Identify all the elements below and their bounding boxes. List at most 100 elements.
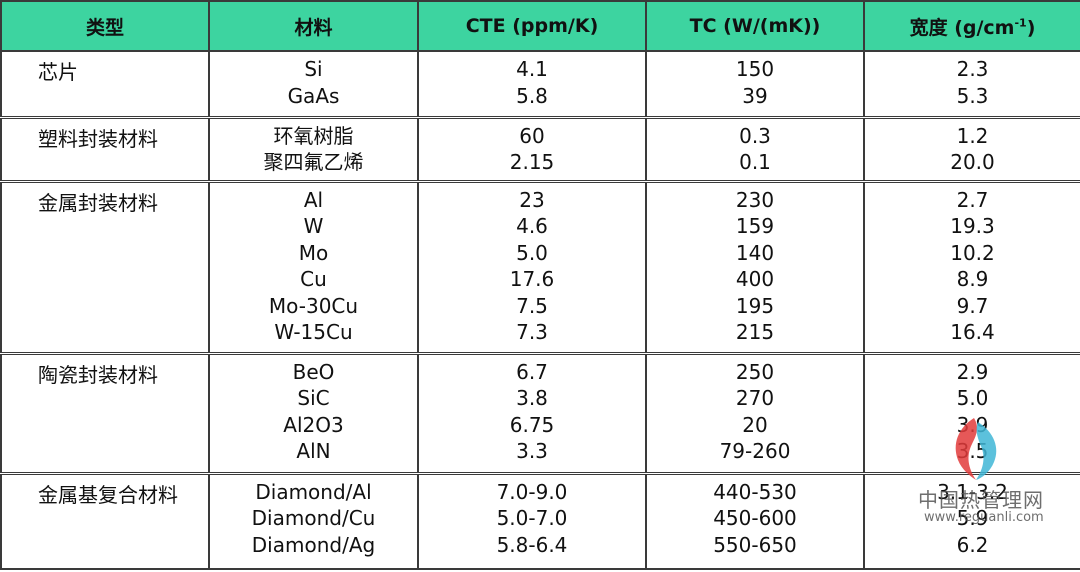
watermark-url: www.reguanli.com (924, 510, 1044, 525)
table-row: 金属封装材料 Al W Mo Cu Mo-30Cu W-15Cu 23 4.6 5.0 17.6 7.… (0, 181, 1080, 355)
materials-value: GaAs (287, 83, 340, 108)
cell-tc: 0.3 0.1 (645, 117, 865, 183)
cte-value: 17.6 (509, 267, 555, 292)
materials-value: Si (304, 57, 323, 81)
tc-value: 550-650 (713, 532, 797, 557)
cell-density: 1.2 20.0 (863, 117, 1080, 183)
cte-value: 3.3 (516, 439, 548, 464)
cell-type: 金属基复合材料 (0, 473, 210, 570)
table-row: 塑料封装材料 环氧树脂 聚四氟乙烯 60 2.15 0.3 0.1 1.2 20.0 (0, 117, 1080, 183)
cte-value: 5.0 (516, 240, 548, 265)
watermark: 中国热管理网 www.reguanli.com (918, 412, 1068, 532)
header-density-close: ) (1026, 16, 1036, 39)
cell-tc: 440-530 450-600 550-650 (645, 473, 865, 570)
header-tc: TC (W/(mK)) (645, 0, 865, 52)
materials-value: SiC (297, 386, 330, 411)
cell-materials: Al W Mo Cu Mo-30Cu W-15Cu (208, 181, 419, 355)
cell-density: 2.95.03.93.5 (863, 353, 1080, 475)
materials-value: Cu (300, 267, 327, 292)
cell-tc: 150 39 (645, 51, 865, 119)
cte-value: 5.8-6.4 (496, 532, 568, 557)
cell-materials: Si GaAs (208, 51, 419, 119)
density-value: 2.3 (956, 57, 989, 81)
materials-value: Mo (298, 240, 329, 265)
cte-value: 7.3 (516, 320, 548, 345)
cell-materials: Diamond/Al Diamond/Cu Diamond/Ag (208, 473, 419, 570)
cell-density: 2.3 5.3 (863, 51, 1080, 119)
cell-materials: BeO SiC Al2O3 AlN (208, 353, 419, 475)
tc-value: 400 (735, 267, 775, 292)
cell-cte: 23 4.6 5.0 17.6 7.5 7.3 (417, 181, 647, 355)
tc-value: 230 (735, 187, 775, 212)
density-value: 19.3 (950, 214, 995, 239)
cell-type: 陶瓷封装材料 (0, 353, 210, 475)
table-row: 金属基复合材料 Diamond/Al Diamond/Cu Diamond/Ag 7.0… (0, 473, 1080, 570)
materials-value: Diamond/Cu (251, 506, 376, 531)
materials-value: Mo-30Cu (268, 293, 359, 318)
watermark-logo-icon (955, 418, 997, 480)
header-density-label: 宽度 (g/cm (909, 16, 1015, 39)
cell-cte: 7.0-9.0 5.0-7.0 5.8-6.4 (417, 473, 647, 570)
cte-value: 7.5 (516, 293, 548, 318)
density-value: 20.0 (950, 150, 995, 175)
cell-cte: 4.1 5.8 (417, 51, 647, 119)
cte-value: 6.75 (509, 412, 555, 437)
density-value: 2.9 (956, 359, 989, 384)
watermark-title: 中国热管理网 (918, 488, 1044, 512)
cell-cte: 60 2.15 (417, 117, 647, 183)
tc-value: 215 (735, 320, 775, 345)
header-row: 类型 材料 CTE (ppm/K) TC (W/(mK)) 宽度 (g/cm-1… (0, 0, 1080, 52)
header-material: 材料 (208, 0, 419, 52)
tc-value: 0.3 (739, 123, 771, 148)
materials-value: 环氧树脂 (273, 123, 354, 148)
materials-value: W (303, 214, 324, 239)
cell-tc: 250 270 20 79-260 (645, 353, 865, 475)
density-value: 9.7 (956, 293, 989, 318)
header-density: 宽度 (g/cm-1) (863, 0, 1080, 52)
materials-value: Diamond/Al (255, 479, 372, 504)
density-value: 10.2 (950, 240, 995, 265)
tc-value: 440-530 (713, 479, 797, 504)
density-value: 5.0 (956, 386, 989, 411)
cell-density: 2.7 19.3 10.2 8.9 9.7 16.4 (863, 181, 1080, 355)
materials-value: Diamond/Ag (251, 532, 376, 557)
table-row: 芯片 Si GaAs 4.1 5.8 150 39 2.3 5.3 (0, 51, 1080, 119)
density-value: 8.9 (956, 267, 989, 292)
cte-value: 5.0-7.0 (496, 506, 568, 531)
materials-value: AlN (296, 439, 331, 464)
density-value: 2.7 (956, 187, 989, 212)
cte-value: 60 (519, 123, 545, 148)
header-cte: CTE (ppm/K) (417, 0, 647, 52)
cte-value: 2.15 (509, 150, 555, 175)
cte-value: 4.6 (516, 214, 548, 239)
cell-tc: 230 159 140 400 195 215 (645, 181, 865, 355)
tc-value: 0.1 (739, 150, 771, 175)
cell-density: 3.1-3.2 5.9 6.2 (863, 473, 1080, 570)
tc-value: 195 (735, 293, 775, 318)
cte-value: 7.0-9.0 (496, 479, 568, 504)
tc-value: 79-260 (719, 439, 791, 464)
header-type: 类型 (0, 0, 210, 52)
materials-value: Al (303, 187, 324, 212)
tc-value: 20 (742, 412, 768, 437)
cell-type: 塑料封装材料 (0, 117, 210, 183)
cte-value: 4.1 (516, 57, 548, 81)
cell-type: 芯片 (0, 51, 210, 119)
cte-value: 5.8 (516, 83, 548, 108)
tc-value: 450-600 (713, 506, 797, 531)
tc-value: 140 (735, 240, 775, 265)
density-value: 5.9 (956, 506, 989, 531)
materials-value: 聚四氟乙烯 (263, 150, 364, 175)
materials-value: BeO (292, 359, 335, 384)
cell-cte: 6.7 3.8 6.75 3.3 (417, 353, 647, 475)
cell-materials: 环氧树脂 聚四氟乙烯 (208, 117, 419, 183)
materials-value: W-15Cu (274, 320, 353, 345)
cte-value: 6.7 (516, 359, 548, 384)
header-density-sup: -1 (1014, 16, 1027, 30)
cell-type: 金属封装材料 (0, 181, 210, 355)
tc-value: 159 (735, 214, 775, 239)
cte-value: 3.8 (516, 386, 548, 411)
table-row: 陶瓷封装材料 BeO SiC Al2O3 AlN 6.7 3.8 6.75 3.3 250 270 2… (0, 353, 1080, 475)
density-value: 3.1-3.2 (937, 479, 1008, 504)
